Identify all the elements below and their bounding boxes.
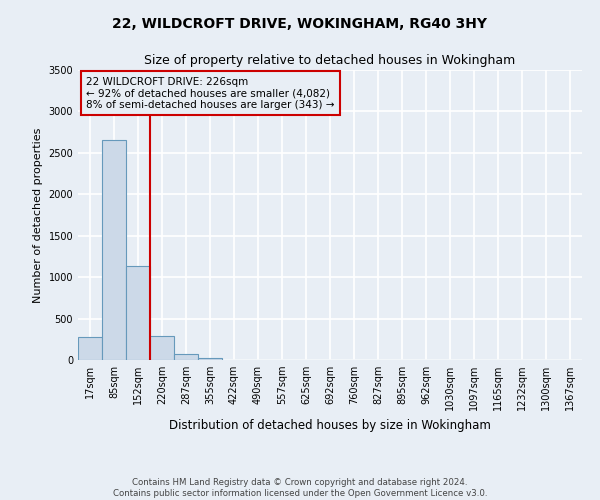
Text: 22 WILDCROFT DRIVE: 226sqm
← 92% of detached houses are smaller (4,082)
8% of se: 22 WILDCROFT DRIVE: 226sqm ← 92% of deta… [86, 76, 335, 110]
Y-axis label: Number of detached properties: Number of detached properties [33, 128, 43, 302]
Bar [78, 337, 102, 360]
Text: 22, WILDCROFT DRIVE, WOKINGHAM, RG40 3HY: 22, WILDCROFT DRIVE, WOKINGHAM, RG40 3HY [113, 18, 487, 32]
Text: Contains HM Land Registry data © Crown copyright and database right 2024.
Contai: Contains HM Land Registry data © Crown c… [113, 478, 487, 498]
Bar [198, 358, 222, 360]
Bar [174, 354, 198, 360]
Title: Size of property relative to detached houses in Wokingham: Size of property relative to detached ho… [145, 54, 515, 68]
Bar [102, 140, 126, 360]
Bar [150, 336, 174, 360]
Bar [126, 266, 150, 360]
X-axis label: Distribution of detached houses by size in Wokingham: Distribution of detached houses by size … [169, 418, 491, 432]
